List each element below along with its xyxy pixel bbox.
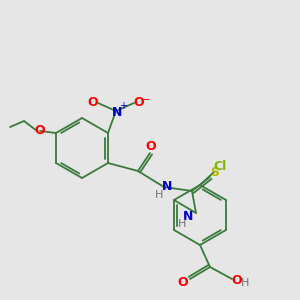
Text: O: O [146, 140, 156, 152]
Text: O: O [35, 124, 45, 137]
Text: H: H [155, 190, 163, 200]
Text: −: − [141, 95, 151, 105]
Text: S: S [211, 167, 220, 179]
Text: Cl: Cl [213, 160, 226, 173]
Text: O: O [178, 275, 188, 289]
Text: O: O [134, 95, 144, 109]
Text: N: N [112, 106, 122, 118]
Text: H: H [178, 219, 186, 229]
Text: H: H [241, 278, 249, 288]
Text: N: N [162, 181, 172, 194]
Text: +: + [119, 101, 127, 111]
Text: N: N [183, 209, 193, 223]
Text: O: O [88, 95, 98, 109]
Text: O: O [232, 274, 242, 286]
